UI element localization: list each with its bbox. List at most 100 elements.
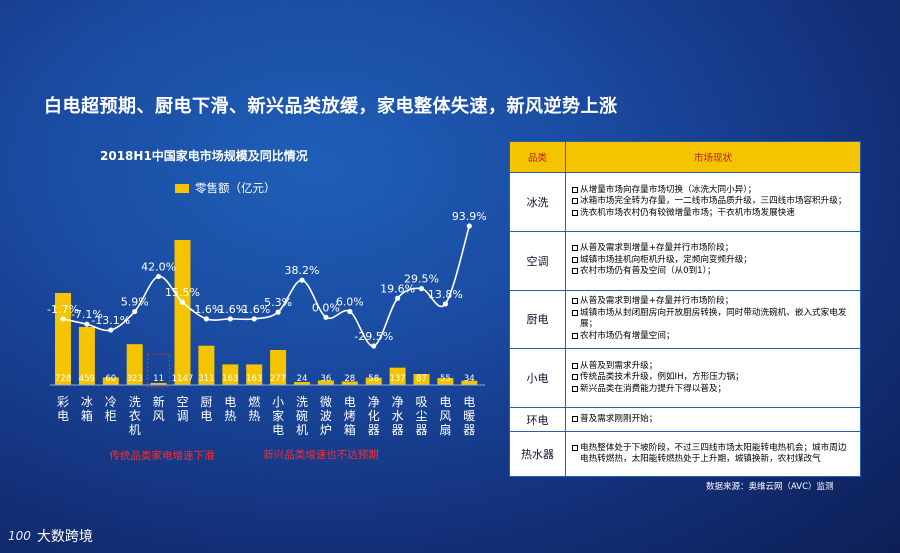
growth-label: 6.0%	[336, 295, 364, 308]
bar	[174, 240, 191, 385]
x-tick-label-char: 净	[368, 395, 380, 409]
col-header-category: 品类	[509, 141, 566, 173]
status-item-text: 普及需求刚刚开始；	[580, 413, 658, 424]
x-tick-label-char: 电	[57, 409, 69, 423]
status-item-text: 电热整体处于下坡阶段，不过三四线市场太阳能转电热机会；城市周边电热转燃热，太阳能…	[580, 442, 847, 465]
x-tick-label-char: 化	[368, 409, 380, 423]
bar-value-label: 60	[105, 374, 116, 384]
bar	[150, 383, 167, 385]
status-item: 从普及需求到增量+存量并行市场阶段；	[572, 296, 854, 308]
growth-point	[323, 314, 329, 320]
x-tick-label-char: 器	[368, 423, 380, 437]
growth-point	[108, 327, 114, 333]
bar-value-label: 137	[389, 374, 405, 384]
growth-label: 5.9%	[121, 296, 149, 309]
bar	[246, 364, 263, 385]
x-tick-label-char: 箱	[344, 422, 356, 437]
status-item: 从普及到需求升级；	[572, 361, 854, 373]
growth-label: 93.9%	[452, 210, 487, 223]
growth-point	[179, 299, 186, 305]
x-tick-label-char: 小	[272, 395, 284, 409]
status-item-text: 传统品类技术升级，例如IH，方形压力锅；	[580, 372, 744, 383]
x-tick-label-char: 器	[415, 423, 427, 437]
x-tick-label-char: 电	[224, 395, 236, 409]
growth-label: 29.5%	[404, 273, 439, 286]
status-item: 新兴品类在消费能力提升下得以普及；	[572, 384, 854, 396]
bar-value-label: 87	[416, 374, 427, 384]
bar	[341, 381, 358, 385]
x-tick-label-char: 炉	[320, 423, 332, 437]
table-cell-status: 电热整体处于下坡阶段，不过三四线市场太阳能转电热机会；城市周边电热转燃热，太阳能…	[565, 431, 861, 477]
status-item-text: 农村市场仍有普及空间（从0到1）；	[580, 266, 716, 277]
x-tick-label-char: 电	[439, 395, 451, 409]
checkbox-bullet-icon	[572, 309, 578, 316]
x-tick-label-char: 电	[272, 423, 284, 437]
table-cell-status: 从普及到需求升级； 传统品类技术升级，例如IH，方形压力锅； 新兴品类在消费能力提升…	[565, 348, 861, 409]
growth-point	[466, 223, 472, 229]
bar	[222, 364, 239, 385]
table-row: 空调 从普及需求到增量+存量并行市场阶段； 城镇市场挂机向柜机升级，定频向变频升级；…	[509, 230, 861, 291]
table-cell-category: 环电	[509, 407, 566, 433]
x-tick-label-char: 调	[176, 409, 188, 423]
legend-swatch	[175, 183, 189, 193]
status-item: 城镇市场从封闭厨房向开放厨房转换，同时带动洗碗机、嵌入式家电发展；	[572, 308, 854, 331]
status-item-text: 城镇市场挂机向柜机升级，定频向变频升级；	[580, 254, 752, 265]
x-tick-label-char: 电	[200, 409, 212, 423]
bar	[437, 378, 454, 385]
table-cell-status: 从增量市场向存量市场切换（冰洗大同小异）； 冰箱市场完全转为存量，一二线市场品质升…	[565, 172, 861, 232]
checkbox-bullet-icon	[572, 209, 578, 216]
growth-label: -1.6%	[238, 303, 270, 316]
x-tick-label-char: 净	[392, 395, 404, 409]
growth-label: 19.6%	[380, 282, 415, 295]
page-title: 白电超预期、厨电下滑、新兴品类放缓，家电整体失速，新风逆势上涨	[44, 96, 618, 117]
bar	[55, 292, 71, 385]
table-row: 热水器 电热整体处于下坡阶段，不过三四线市场太阳能转电热机会；城市周边电热转燃热，…	[509, 431, 861, 477]
growth-point	[371, 343, 377, 349]
growth-label: -29.5%	[354, 330, 393, 343]
table-cell-category: 小电	[509, 348, 566, 409]
x-tick-label-char: 柜	[105, 409, 117, 423]
x-tick-label-char: 洗	[296, 395, 308, 409]
bar-value-label: 58	[368, 374, 379, 384]
x-tick-label-char: 热	[248, 409, 260, 423]
growth-point	[203, 316, 209, 322]
checkbox-bullet-icon	[572, 332, 578, 339]
x-tick-label-char: 空	[176, 395, 188, 409]
bar-value-label: 163	[246, 374, 262, 384]
x-tick-label-char: 机	[296, 423, 308, 437]
status-item: 从增量市场向存量市场切换（冰洗大同小异）；	[572, 185, 854, 197]
x-tick-label-char: 碗	[296, 408, 308, 423]
bar-value-label: 459	[79, 374, 95, 384]
table-cell-status: 从普及需求到增量+存量并行市场阶段； 城镇市场挂机向柜机升级，定频向变频升级； 农村…	[565, 230, 861, 291]
bar	[102, 377, 119, 385]
growth-point	[84, 321, 90, 327]
table-cell-category: 冰洗	[509, 172, 566, 232]
x-tick-label-char: 电	[344, 395, 356, 409]
bar-value-label: 11	[153, 374, 164, 384]
growth-label: 15.5%	[165, 286, 200, 299]
x-tick-label-char: 新	[153, 394, 165, 409]
x-tick-label-char: 冷	[105, 395, 117, 409]
x-tick-label-char: 洗	[129, 395, 141, 409]
checkbox-bullet-icon	[572, 256, 578, 263]
bar	[270, 349, 287, 385]
x-tick-label-char: 热	[224, 409, 236, 423]
growth-label: 0.0%	[312, 301, 340, 314]
x-tick-label-char: 水	[392, 409, 404, 423]
growth-label: -1.6%	[214, 303, 246, 316]
x-tick-label-char: 扇	[439, 422, 451, 437]
x-tick-label-char: 风	[439, 409, 451, 423]
growth-point	[156, 273, 162, 280]
x-tick-label-char: 机	[129, 423, 141, 437]
status-item: 普及需求刚刚开始；	[572, 414, 854, 426]
growth-point	[418, 286, 425, 292]
legend-label: 零售额（亿元）	[195, 181, 276, 195]
status-item-text: 洗衣机市场农村仍有较微增量市场；干衣机市场发展快速	[580, 207, 795, 218]
x-tick-label-char: 冰	[81, 395, 93, 409]
growth-label: -1.7%	[47, 303, 79, 316]
status-item: 传统品类技术升级，例如IH，方形压力锅；	[572, 372, 854, 384]
checkbox-bullet-icon	[572, 245, 578, 252]
growth-label: -7.1%	[71, 308, 103, 321]
growth-label: 42.0%	[141, 260, 176, 273]
